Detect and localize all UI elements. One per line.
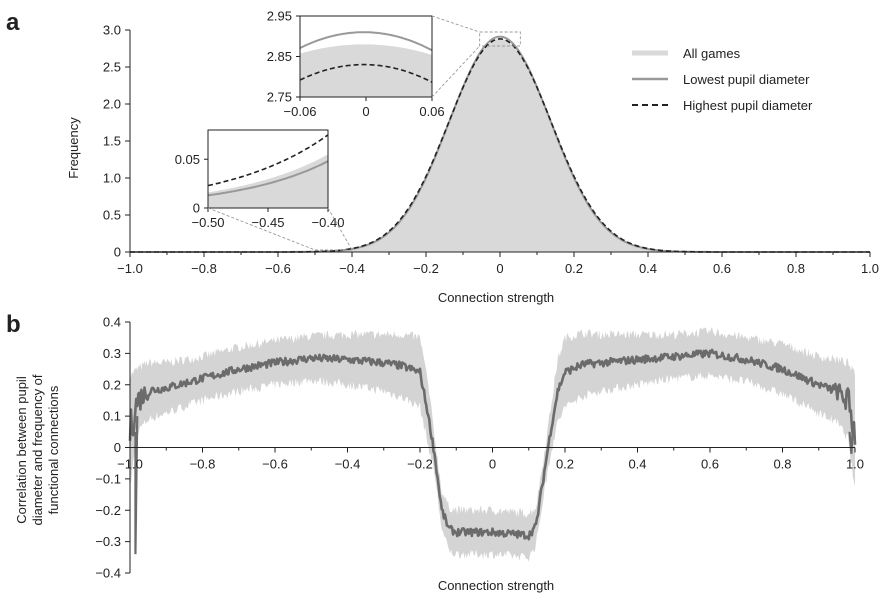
b-y-axis-label-line1: Correlation between pupil xyxy=(14,376,29,524)
inset-peak: −0.06 0 0.06 2.75 2.85 2.95 xyxy=(267,9,445,120)
b-y-tick-label: −0.1 xyxy=(95,471,121,486)
correlation-spike-left xyxy=(134,416,139,555)
series-all-games-area xyxy=(130,38,870,253)
inset-peak-lowest-line xyxy=(300,31,432,52)
a-y-tick-label: 2.0 xyxy=(103,97,121,112)
b-x-tick-label: 0 xyxy=(489,457,496,472)
inset-tail-x-tick-label: −0.50 xyxy=(192,215,225,230)
b-x-tick-label: −1.0 xyxy=(117,457,143,472)
b-x-tick-label: 0.6 xyxy=(701,457,719,472)
b-x-axis-label: Connection strength xyxy=(438,578,554,593)
b-x-tick-label: 0.8 xyxy=(773,457,791,472)
inset-tail-y-tick-label: 0.05 xyxy=(175,152,200,167)
b-x-tick-label: 0.2 xyxy=(556,457,574,472)
inset-tail-x-tick-label: −0.40 xyxy=(312,215,345,230)
b-y-tick-label: 0 xyxy=(114,440,121,455)
b-y-axis-label-line2: diameter and frequency of xyxy=(30,374,45,525)
a-x-tick-label: −0.6 xyxy=(265,261,291,276)
a-y-tick-label: 3.0 xyxy=(103,23,121,38)
a-x-tick-label: −0.2 xyxy=(413,261,439,276)
a-y-tick-label: 0.5 xyxy=(103,208,121,223)
b-y-tick-label: 0.2 xyxy=(103,377,121,392)
a-y-tick-label: 1.5 xyxy=(103,134,121,149)
b-x-tick-label: 1.0 xyxy=(846,457,864,472)
a-x-tick-label: 0.2 xyxy=(565,261,583,276)
legend-label-highest: Highest pupil diameter xyxy=(683,98,813,113)
correlation-band xyxy=(130,327,855,562)
a-x-tick-label: 0.6 xyxy=(713,261,731,276)
b-y-axis-label: Correlation between pupil diameter and f… xyxy=(14,374,61,525)
b-x-tick-label: −0.6 xyxy=(262,457,288,472)
inset-connectors xyxy=(207,15,521,251)
a-x-tick-label: −0.4 xyxy=(339,261,365,276)
a-y-tick-label: 0 xyxy=(114,245,121,260)
panel-a-label: a xyxy=(6,9,20,36)
a-x-tick-label: −0.8 xyxy=(191,261,217,276)
a-y-tick-label: 2.5 xyxy=(103,60,121,75)
a-x-tick-label: −1.0 xyxy=(117,261,143,276)
inset-peak-y-tick-label: 2.95 xyxy=(267,9,292,24)
connector-tail-left xyxy=(207,207,316,251)
b-plot-area xyxy=(128,327,857,562)
panel-a-chart: −1.0 −0.8 −0.6 −0.4 −0.2 0 0.2 0.4 0.6 0.8 1.0 0 0.5… xyxy=(66,23,879,306)
inset-tail-lowest-line xyxy=(207,160,329,197)
a-y-tick-label: 1.0 xyxy=(103,171,121,186)
inset-peak-x-tick-label: 0.06 xyxy=(419,104,444,119)
inset-peak-x-tick-label: −0.06 xyxy=(284,104,317,119)
panel-b-label: b xyxy=(6,311,21,338)
a-axes: −1.0 −0.8 −0.6 −0.4 −0.2 0 0.2 0.4 0.6 0.8 1.0 0 0.5… xyxy=(103,23,879,277)
b-y-tick-label: −0.2 xyxy=(95,503,121,518)
inset-tail: −0.50 −0.45 −0.40 0 0.05 xyxy=(175,129,345,230)
b-y-tick-label: −0.3 xyxy=(95,534,121,549)
inset-peak-curves xyxy=(300,31,432,97)
b-y-tick-label: 0.4 xyxy=(103,315,121,330)
correlation-line xyxy=(128,348,857,541)
a-x-tick-label: 0.8 xyxy=(787,261,805,276)
a-legend: All games Lowest pupil diameter Highest … xyxy=(632,46,813,113)
a-x-axis-label: Connection strength xyxy=(438,290,554,305)
a-x-tick-label: 0.4 xyxy=(639,261,657,276)
zoom-box-peak xyxy=(479,31,521,47)
b-y-axis-label-line3: functional connections xyxy=(46,385,61,514)
a-x-tick-label: 0 xyxy=(496,261,503,276)
inset-tail-highest-line xyxy=(207,134,329,187)
inset-tail-y-tick-label: 0 xyxy=(193,201,200,216)
b-y-tick-label: −0.4 xyxy=(95,566,121,581)
b-y-tick-label: 0.1 xyxy=(103,409,121,424)
b-axes: −1.0 −0.8 −0.6 −0.4 −0.2 0 0.2 0.4 0.6 0.8 1.0 −0.4… xyxy=(95,315,864,581)
connector-peak-bottom xyxy=(431,45,480,98)
legend-label-all-games: All games xyxy=(683,46,741,61)
correlation-spike-right xyxy=(848,422,855,454)
b-x-tick-label: 0.4 xyxy=(628,457,646,472)
connector-tail-right xyxy=(327,207,353,251)
inset-peak-y-tick-label: 2.75 xyxy=(267,90,292,105)
inset-peak-y-tick-label: 2.85 xyxy=(267,49,292,64)
connector-peak-top xyxy=(431,15,480,33)
b-x-tick-label: −0.2 xyxy=(407,457,433,472)
inset-tail-all-games-area xyxy=(208,154,328,208)
panel-b-chart: −1.0 −0.8 −0.6 −0.4 −0.2 0 0.2 0.4 0.6 0.8 1.0 −0.4… xyxy=(14,315,864,593)
inset-peak-x-tick-label: 0 xyxy=(362,104,369,119)
legend-label-lowest: Lowest pupil diameter xyxy=(683,72,810,87)
b-y-tick-label: 0.3 xyxy=(103,346,121,361)
a-y-axis-label: Frequency xyxy=(66,117,81,179)
inset-peak-all-games-area xyxy=(300,44,432,97)
b-x-tick-label: −0.8 xyxy=(190,457,216,472)
b-x-tick-label: −0.4 xyxy=(335,457,361,472)
a-x-tick-label: 1.0 xyxy=(861,261,879,276)
inset-peak-highest-line xyxy=(300,63,432,83)
inset-tail-x-tick-label: −0.45 xyxy=(252,215,285,230)
